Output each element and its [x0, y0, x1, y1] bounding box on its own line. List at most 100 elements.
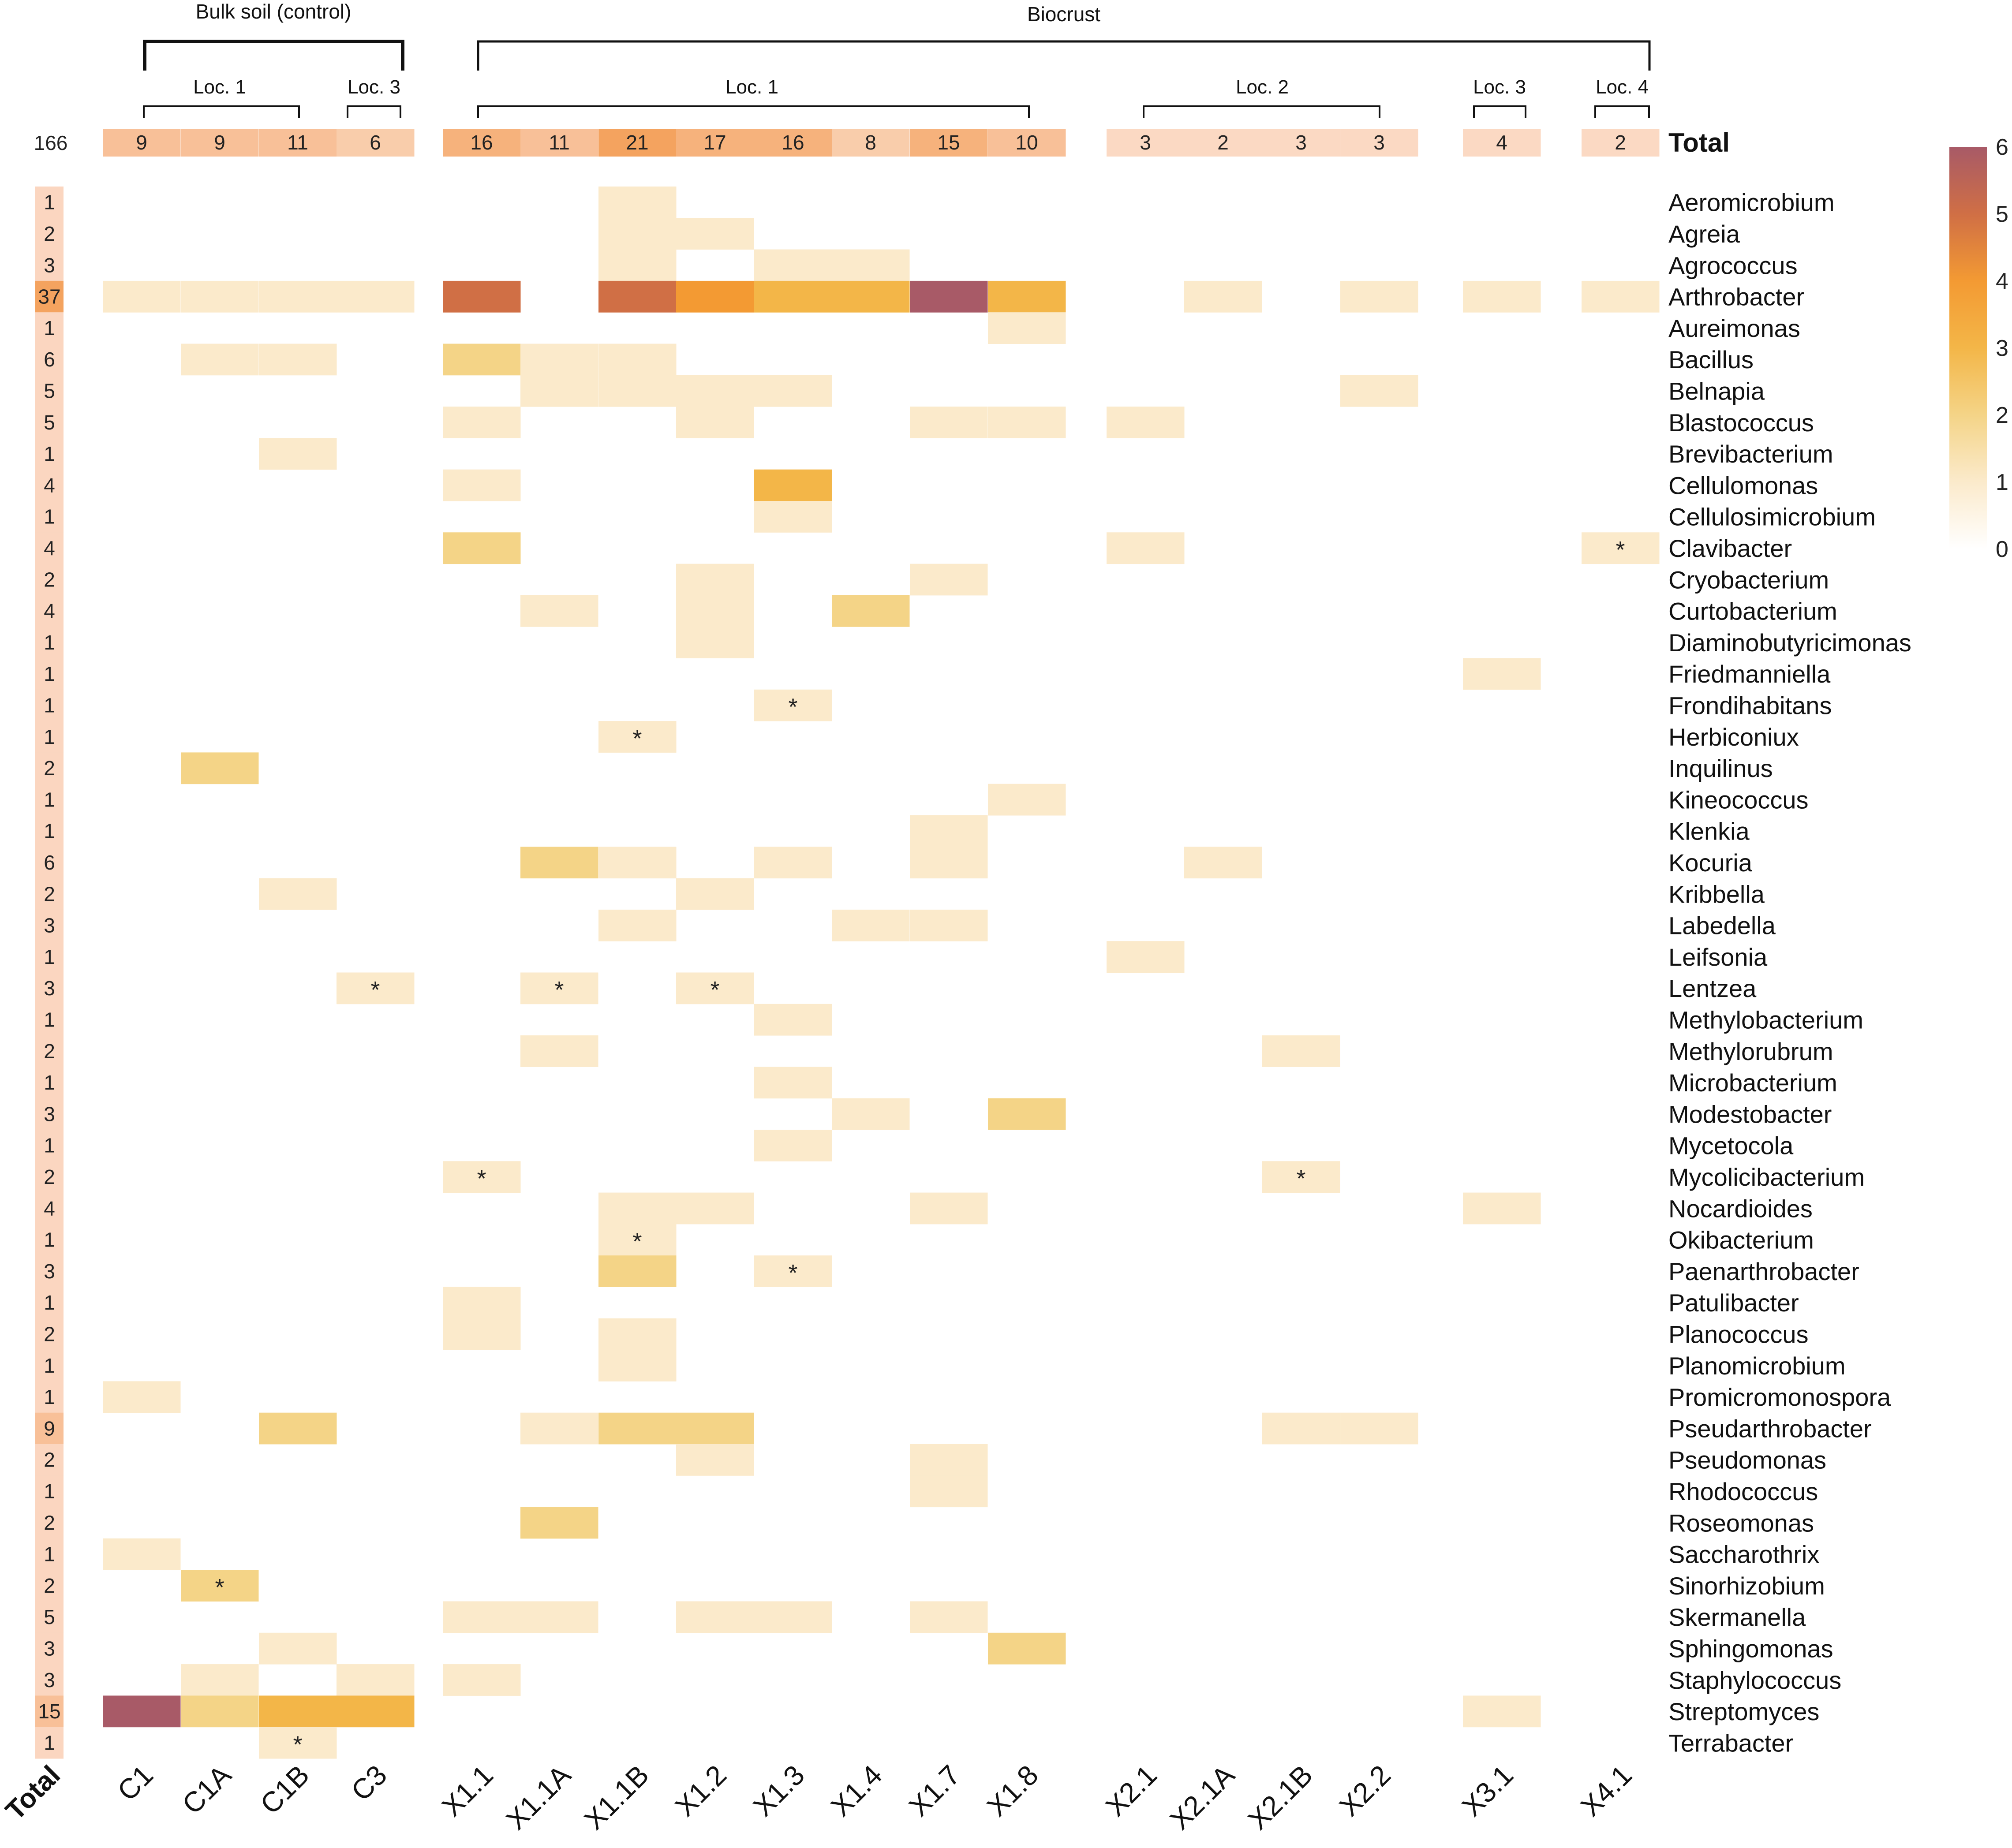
column-label: X2.1: [1099, 1759, 1163, 1822]
column-total-value: 10: [1015, 131, 1038, 154]
heatmap-cell: [754, 1067, 832, 1099]
asterisk-mark: *: [293, 1731, 302, 1758]
row-total-cell: [35, 532, 64, 564]
heatmap-cell: [181, 280, 259, 313]
heatmap-cell: [1262, 1412, 1340, 1445]
heatmap-cell: [520, 375, 598, 407]
column-label: X1.4: [825, 1759, 888, 1822]
genus-label: Saccharothrix: [1668, 1541, 1819, 1568]
genus-label: Bacillus: [1668, 346, 1754, 373]
column-labels: C1 C1A C1B C3 X1.1 X1.1A X1.1B X1.2 X1.3 X1.4 X1.7…: [111, 1759, 1638, 1836]
heatmap-cell: [910, 564, 988, 596]
heatmap-cell: [103, 1381, 181, 1413]
asterisk-mark: *: [1616, 537, 1625, 563]
genus-label: Microbacterium: [1668, 1069, 1837, 1097]
heatmap-cell: [988, 1098, 1066, 1130]
genus-label: Roseomonas: [1668, 1509, 1814, 1537]
row-total-value: 2: [44, 1449, 55, 1471]
column-total-value: 2: [1615, 131, 1626, 154]
heatmap-cell: [676, 1444, 754, 1476]
row-total-value: 2: [44, 757, 55, 780]
column-label: X1.7: [903, 1759, 966, 1822]
row-total-cell: [35, 1350, 64, 1381]
row-total-value: 1: [44, 1543, 55, 1566]
heatmap-cell: [443, 1287, 521, 1319]
heatmap-cells: * * * * * * * * * * * *: [103, 187, 1660, 1759]
genus-label: Kocuria: [1668, 849, 1753, 877]
row-total-cell: [35, 407, 64, 438]
genus-label: Promicromonospora: [1668, 1383, 1891, 1411]
bio-loc1-label: Loc. 1: [726, 76, 778, 98]
heatmap-cell: [676, 1601, 754, 1633]
row-total-cell: [35, 658, 64, 690]
row-total-value: 1: [44, 505, 55, 528]
row-total-cell: [35, 280, 64, 313]
row-total-cell: [35, 1130, 64, 1161]
genus-label: Nocardioides: [1668, 1195, 1813, 1222]
column-label: C1B: [254, 1759, 315, 1820]
colorbar-ticks: 0 1 2 3 4 5 6: [1996, 134, 2008, 562]
heatmap-cell: [337, 280, 415, 313]
row-total-value: 6: [44, 851, 55, 874]
row-total-value: 1: [44, 1008, 55, 1031]
heatmap-cell: [598, 280, 677, 313]
column-total-cell: [988, 129, 1066, 157]
genus-label: Klenkia: [1668, 818, 1750, 845]
row-total-value: 5: [44, 411, 55, 434]
row-total-cell: [35, 1664, 64, 1696]
heatmap-cell: [598, 375, 677, 407]
row-total-value: 2: [44, 222, 55, 245]
row-totals: 1 2 3 37 1 6 5 5 1 4 1 4 2 4 1 1 1 1 2 1 1 6 2 3 1 3 1 2 1 3 1 2 4 1 3 1 2 1 1…: [35, 187, 64, 1759]
genus-label: Skermanella: [1668, 1603, 1806, 1631]
column-total-cell: [1463, 129, 1541, 157]
heatmap-cell: [988, 1632, 1066, 1665]
heatmap-cell: [598, 1255, 677, 1287]
row-total-value: 2: [44, 1165, 55, 1188]
heatmap-cell: [520, 972, 598, 1004]
colorbar-tick-label: 0: [1996, 537, 2008, 562]
heatmap-cell: [1582, 280, 1660, 313]
bio-loc1-bracket: [477, 105, 1030, 118]
row-total-value: 1: [44, 1291, 55, 1314]
asterisk-mark: *: [788, 1260, 797, 1286]
column-total-value: 9: [136, 131, 147, 154]
row-total-cell: [35, 343, 64, 376]
heatmap-cell: [259, 280, 337, 313]
column-label: C1A: [176, 1759, 237, 1820]
column-label: X4.1: [1574, 1759, 1638, 1822]
heatmap-cell: [443, 1664, 521, 1696]
column-total-cell: [103, 129, 181, 157]
column-totals: 9 9 11 6 16 11 21 17 16 8 15 10 3 2 3 3 4 2: [103, 129, 1660, 157]
column-total-cell: [910, 129, 988, 157]
heatmap-cell: [1184, 280, 1262, 313]
heatmap-cell: [676, 627, 754, 658]
row-total-cell: [35, 595, 64, 627]
row-total-value: 3: [44, 977, 55, 1000]
column-label: X2.1B: [1242, 1759, 1319, 1836]
heatmap-cell: [103, 280, 181, 313]
row-total-cell: [35, 1632, 64, 1665]
genus-label: Kineococcus: [1668, 786, 1809, 814]
genus-label: Lentzea: [1668, 974, 1757, 1002]
heatmap-cell: [754, 469, 832, 501]
row-total-cell: [35, 752, 64, 784]
row-total-value: 1: [44, 1071, 55, 1094]
genus-label: Friedmanniella: [1668, 660, 1831, 688]
column-total-value: 16: [470, 131, 493, 154]
row-total-value: 1: [44, 788, 55, 811]
row-total-cell: [35, 1507, 64, 1539]
heatmap-cell: [443, 1318, 521, 1350]
row-total-cell: [35, 1035, 64, 1067]
bio-loc2-label: Loc. 2: [1236, 76, 1289, 98]
row-total-value: 1: [44, 1354, 55, 1377]
row-total-cell: [35, 1287, 64, 1319]
column-total-cell: [259, 129, 337, 157]
heatmap-cell: [520, 1412, 598, 1445]
column-label: X1.3: [747, 1759, 811, 1822]
colorbar-tick-label: 6: [1996, 134, 2008, 160]
row-total-cell: [35, 469, 64, 501]
heatmap-cell: [754, 501, 832, 533]
row-total-value: 2: [44, 1574, 55, 1597]
row-total-value: 3: [44, 1637, 55, 1660]
asterisk-mark: *: [370, 977, 380, 1003]
